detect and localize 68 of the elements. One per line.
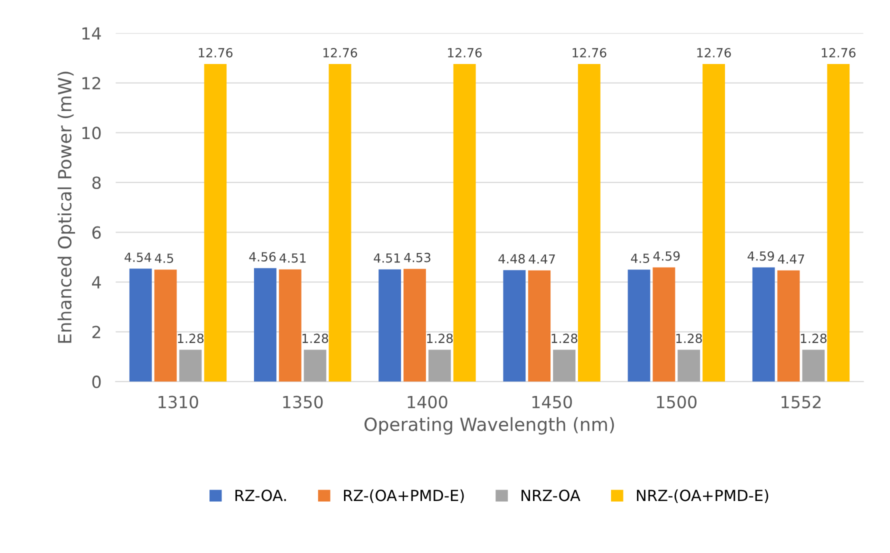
bar bbox=[154, 270, 177, 382]
y-axis-title: Enhanced Optical Power (mW) bbox=[58, 72, 76, 343]
data-label: 4.5 bbox=[154, 254, 174, 263]
data-label: 12.76 bbox=[198, 48, 232, 58]
y-tick-label: 6 bbox=[92, 226, 101, 239]
data-label: 4.51 bbox=[280, 253, 306, 263]
bar bbox=[204, 64, 227, 382]
x-tick-label: 1310 bbox=[158, 396, 198, 408]
data-label: 4.47 bbox=[778, 254, 804, 264]
x-tick-label: 1500 bbox=[657, 396, 696, 408]
bar bbox=[304, 350, 326, 382]
data-label: 1.28 bbox=[676, 334, 702, 344]
data-label: 4.54 bbox=[124, 252, 152, 262]
y-tick-label: 2 bbox=[92, 326, 100, 338]
data-label: 4.48 bbox=[498, 254, 525, 264]
bar bbox=[328, 64, 352, 382]
bar bbox=[678, 350, 700, 382]
bar bbox=[578, 64, 600, 382]
bar bbox=[453, 64, 476, 382]
bar bbox=[827, 64, 850, 382]
x-axis-title: Operating Wavelength (nm) bbox=[364, 417, 614, 435]
bar bbox=[652, 267, 676, 382]
bar bbox=[278, 269, 302, 382]
x-tick-label: 1450 bbox=[532, 396, 572, 408]
x-tick-label: 1400 bbox=[408, 396, 448, 408]
x-tick-label: 1552 bbox=[782, 396, 821, 408]
data-label: 4.59 bbox=[748, 251, 774, 261]
data-label: 12.76 bbox=[323, 48, 358, 58]
bar bbox=[428, 350, 451, 382]
legend-label: NRZ-(OA+PMD-E) bbox=[636, 489, 768, 504]
bar bbox=[129, 268, 152, 382]
data-label: 1.28 bbox=[552, 334, 578, 344]
data-label: 12.76 bbox=[697, 48, 731, 58]
data-label: 12.76 bbox=[448, 48, 482, 58]
y-tick-label: 14 bbox=[82, 27, 101, 40]
y-tick-label: 10 bbox=[82, 126, 101, 140]
data-label: 4.47 bbox=[528, 254, 555, 264]
data-label: 4.56 bbox=[249, 252, 276, 262]
data-label: 1.28 bbox=[800, 334, 827, 344]
data-label: 12.76 bbox=[572, 48, 606, 58]
bar bbox=[378, 269, 402, 382]
x-tick-label: 1350 bbox=[283, 396, 323, 408]
bar bbox=[628, 270, 650, 382]
bar bbox=[702, 64, 725, 382]
bar bbox=[752, 267, 775, 382]
y-tick-label: 0 bbox=[92, 376, 101, 388]
y-tick-label: 4 bbox=[92, 276, 101, 288]
data-label: 4.53 bbox=[404, 252, 430, 262]
data-label: 4.59 bbox=[653, 251, 680, 261]
bar bbox=[777, 270, 800, 382]
data-label: 4.51 bbox=[374, 253, 400, 263]
y-tick-label: 8 bbox=[92, 176, 101, 190]
y-tick-label: 12 bbox=[82, 76, 100, 90]
bar bbox=[254, 268, 276, 382]
legend-label: RZ-OA. bbox=[235, 490, 286, 502]
data-label: 12.76 bbox=[822, 48, 856, 58]
data-label: 1.28 bbox=[427, 334, 453, 344]
bar bbox=[528, 270, 551, 382]
legend-label: NRZ-OA bbox=[522, 490, 580, 502]
bar bbox=[802, 350, 825, 382]
data-label: 4.5 bbox=[630, 254, 650, 263]
bar bbox=[503, 270, 526, 382]
legend-label: RZ-(OA+PMD-E) bbox=[344, 489, 464, 504]
data-label: 1.28 bbox=[302, 334, 328, 344]
data-label: 1.28 bbox=[178, 334, 204, 344]
bar bbox=[179, 350, 202, 382]
bar bbox=[404, 268, 426, 382]
bar bbox=[553, 350, 576, 382]
